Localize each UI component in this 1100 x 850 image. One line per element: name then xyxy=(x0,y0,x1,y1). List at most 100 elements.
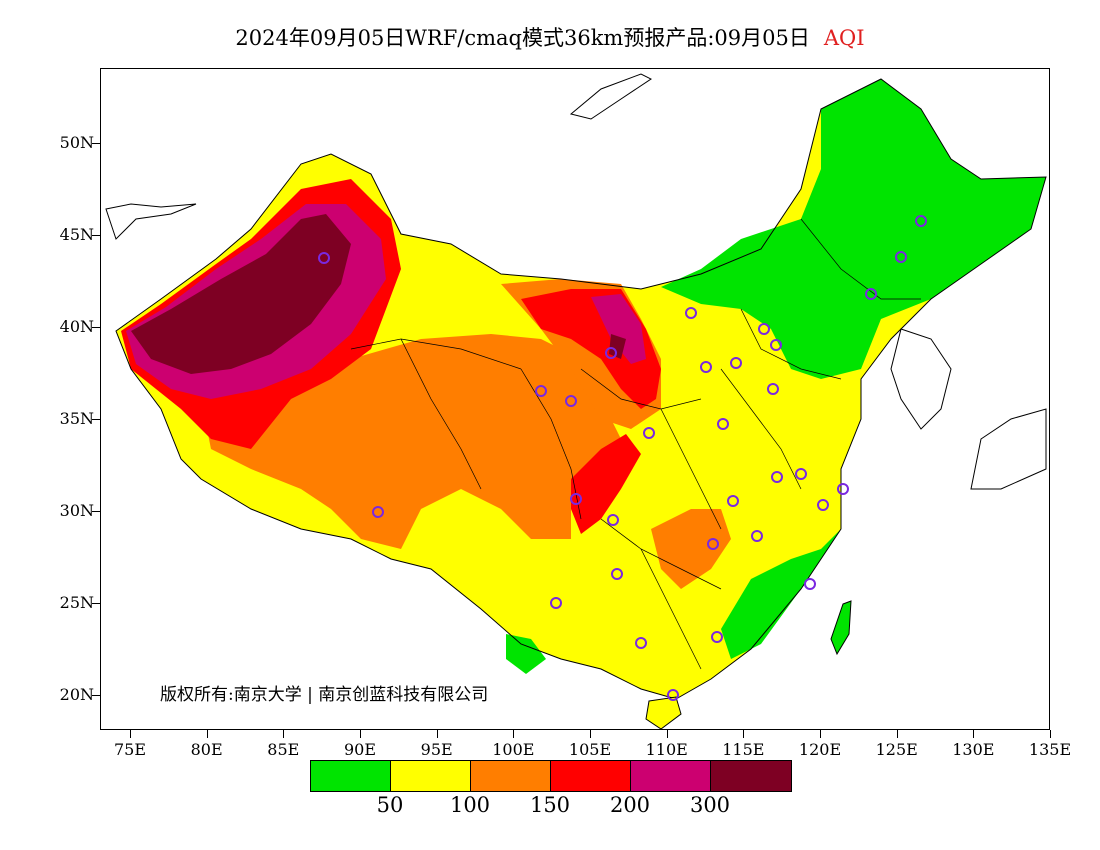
station-marker xyxy=(570,493,582,505)
region-good-southeast xyxy=(721,529,841,659)
station-marker xyxy=(730,357,742,369)
region-good-taiwan xyxy=(831,601,851,654)
longitude-tick xyxy=(590,730,592,738)
station-marker xyxy=(607,514,619,526)
latitude-tick-label: 50N xyxy=(59,133,94,152)
legend-swatch xyxy=(551,761,631,791)
station-marker xyxy=(751,530,763,542)
coastline-kazakh xyxy=(105,203,197,240)
region-hazardous-tarim xyxy=(131,214,351,374)
legend-swatch xyxy=(631,761,711,791)
longitude-tick xyxy=(283,730,285,738)
longitude-tick xyxy=(206,730,208,738)
region-good-guangxi xyxy=(506,634,546,674)
station-marker xyxy=(837,483,849,495)
station-marker xyxy=(767,383,779,395)
station-marker xyxy=(711,631,723,643)
legend-label: 100 xyxy=(449,793,491,817)
station-marker xyxy=(727,495,739,507)
latitude-tick xyxy=(92,235,100,236)
region-unhealthy-sichuan xyxy=(571,434,641,534)
station-marker xyxy=(535,385,547,397)
latitude-tick-label: 30N xyxy=(59,501,94,520)
longitude-tick-label: 85E xyxy=(267,740,300,759)
longitude-tick xyxy=(130,730,131,738)
station-marker xyxy=(804,578,816,590)
coastline-japan xyxy=(970,408,1047,490)
station-marker xyxy=(795,468,807,480)
coastline-korea xyxy=(890,328,952,430)
station-marker xyxy=(605,347,617,359)
aqi-color-legend xyxy=(310,760,792,792)
legend-label: 300 xyxy=(689,793,731,817)
station-marker xyxy=(915,215,927,227)
longitude-tick-label: 100E xyxy=(492,740,535,759)
station-marker xyxy=(550,597,562,609)
region-usg-central xyxy=(651,509,731,589)
legend-swatch xyxy=(311,761,391,791)
longitude-tick xyxy=(360,730,361,738)
legend-swatch xyxy=(391,761,471,791)
latitude-tick xyxy=(92,603,100,604)
station-marker xyxy=(758,323,770,335)
station-marker xyxy=(635,637,647,649)
longitude-tick-label: 130E xyxy=(952,740,995,759)
longitude-tick xyxy=(820,730,822,738)
longitude-tick-label: 115E xyxy=(722,740,765,759)
longitude-tick-label: 95E xyxy=(420,740,453,759)
latitude-tick-label: 40N xyxy=(59,317,94,336)
longitude-tick xyxy=(666,730,668,738)
latitude-tick xyxy=(92,419,100,420)
legend-label: 150 xyxy=(529,793,571,817)
title-variable: AQI xyxy=(823,26,865,50)
latitude-tick xyxy=(92,327,100,328)
longitude-tick-label: 90E xyxy=(343,740,377,759)
station-marker xyxy=(667,689,679,701)
longitude-tick xyxy=(436,730,438,738)
station-marker xyxy=(643,427,655,439)
coastline-russia xyxy=(569,73,652,120)
latitude-tick-label: 45N xyxy=(59,225,94,244)
longitude-tick-label: 75E xyxy=(113,740,147,759)
station-marker xyxy=(865,288,877,300)
map-frame xyxy=(100,68,1050,730)
station-marker xyxy=(895,251,907,263)
longitude-tick-label: 110E xyxy=(645,740,688,759)
station-marker xyxy=(770,339,782,351)
station-marker xyxy=(717,418,729,430)
latitude-tick-label: 20N xyxy=(59,685,94,704)
longitude-tick-label: 105E xyxy=(568,740,612,759)
latitude-tick xyxy=(92,695,100,696)
title-main: 2024年09月05日WRF/cmaq模式36km预报产品:09月05日 xyxy=(235,26,810,50)
station-marker xyxy=(318,252,330,264)
copyright-text: 版权所有:南京大学 | 南京创蓝科技有限公司 xyxy=(160,685,489,705)
map-title: 2024年09月05日WRF/cmaq模式36km预报产品:09月05日 AQI xyxy=(0,22,1100,52)
legend-swatch xyxy=(471,761,551,791)
longitude-tick-label: 125E xyxy=(875,740,918,759)
station-marker xyxy=(565,395,577,407)
latitude-tick xyxy=(92,143,100,144)
latitude-tick-label: 35N xyxy=(59,409,94,428)
longitude-tick xyxy=(1050,730,1052,738)
longitude-tick xyxy=(513,730,515,738)
country-outline xyxy=(115,78,1047,700)
aqi-map xyxy=(105,73,1047,729)
latitude-tick xyxy=(92,511,100,512)
region-good-northeast xyxy=(661,79,1046,379)
legend-swatch xyxy=(711,761,791,791)
station-marker xyxy=(372,506,384,518)
legend-label: 200 xyxy=(609,793,651,817)
station-marker xyxy=(685,307,697,319)
station-marker xyxy=(771,471,783,483)
station-marker xyxy=(817,499,829,511)
legend-label: 50 xyxy=(376,793,404,817)
longitude-tick-label: 120E xyxy=(798,740,842,759)
longitude-tick-label: 135E xyxy=(1028,740,1072,759)
latitude-tick-label: 25N xyxy=(59,593,94,612)
longitude-tick xyxy=(743,730,745,738)
station-markers xyxy=(318,215,927,701)
longitude-tick xyxy=(973,730,975,738)
longitude-tick-label: 80E xyxy=(190,740,223,759)
station-marker xyxy=(700,361,712,373)
region-hazardous-north xyxy=(609,334,626,359)
